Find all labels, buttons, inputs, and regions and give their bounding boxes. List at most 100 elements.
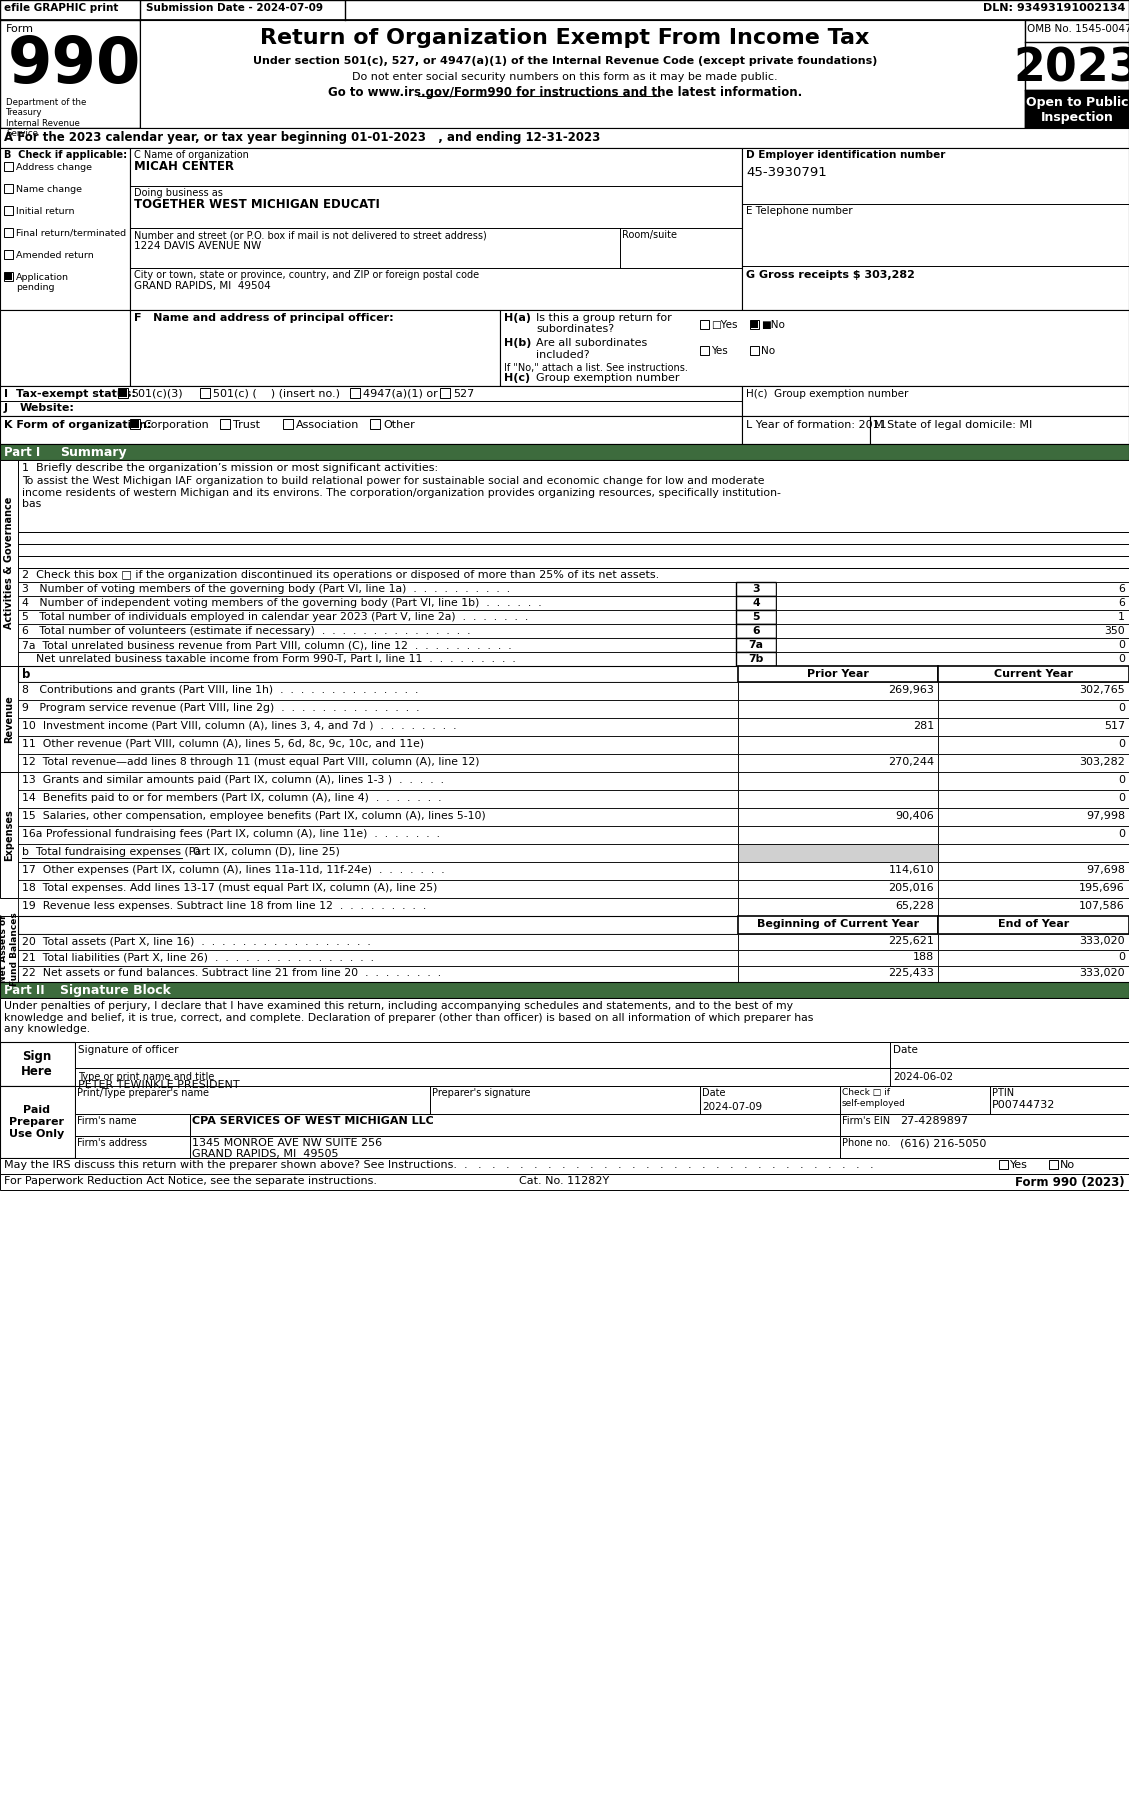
Text: Net unrelated business taxable income from Form 990-T, Part I, line 11  .  .  . : Net unrelated business taxable income fr… — [21, 654, 516, 663]
Text: 333,020: 333,020 — [1079, 968, 1124, 978]
Text: 3   Number of voting members of the governing body (Part VI, line 1a)  .  .  .  : 3 Number of voting members of the govern… — [21, 584, 510, 595]
Bar — [870, 416, 1129, 443]
Bar — [738, 735, 938, 753]
Text: 0: 0 — [1118, 640, 1124, 651]
Text: Signature Block: Signature Block — [60, 984, 170, 997]
Text: .: . — [814, 1160, 817, 1169]
Text: 302,765: 302,765 — [1079, 685, 1124, 696]
Text: 13  Grants and similar amounts paid (Part IX, column (A), lines 1-3 )  .  .  .  : 13 Grants and similar amounts paid (Part… — [21, 775, 444, 786]
Bar — [840, 1114, 1129, 1135]
Text: Submission Date - 2024-07-09: Submission Date - 2024-07-09 — [146, 4, 323, 13]
Text: GRAND RAPIDS, MI  49505: GRAND RAPIDS, MI 49505 — [192, 1150, 339, 1159]
Text: P00744732: P00744732 — [992, 1099, 1056, 1110]
Bar — [840, 1135, 1129, 1159]
Text: Under section 501(c), 527, or 4947(a)(1) of the Internal Revenue Code (except pr: Under section 501(c), 527, or 4947(a)(1)… — [253, 56, 877, 67]
Text: 0: 0 — [1118, 951, 1124, 962]
Bar — [0, 20, 1129, 128]
Text: 269,963: 269,963 — [889, 685, 934, 696]
Text: 10  Investment income (Part VIII, column (A), lines 3, 4, and 7d )  .  .  .  .  : 10 Investment income (Part VIII, column … — [21, 721, 456, 732]
Bar — [738, 681, 938, 699]
Bar — [18, 933, 738, 950]
Text: .: . — [534, 1160, 537, 1169]
Bar — [18, 861, 738, 879]
Text: PTIN: PTIN — [992, 1088, 1014, 1097]
Text: 990: 990 — [8, 34, 141, 96]
Text: .: . — [856, 1160, 859, 1169]
Bar — [736, 652, 776, 667]
Text: Revenue: Revenue — [5, 696, 14, 742]
Text: .: . — [520, 1160, 524, 1169]
Bar — [18, 735, 738, 753]
Text: 188: 188 — [912, 951, 934, 962]
Text: .: . — [730, 1160, 734, 1169]
Text: .: . — [562, 1160, 566, 1169]
Text: 97,998: 97,998 — [1086, 811, 1124, 822]
Text: 21  Total liabilities (Part X, line 26)  .  .  .  .  .  .  .  .  .  .  .  .  .  : 21 Total liabilities (Part X, line 26) .… — [21, 951, 374, 962]
Text: 20  Total assets (Part X, line 16)  .  .  .  .  .  .  .  .  .  .  .  .  .  .  . : 20 Total assets (Part X, line 16) . . . … — [21, 935, 370, 946]
Text: 350: 350 — [1104, 625, 1124, 636]
Text: 6: 6 — [1118, 584, 1124, 595]
Bar — [938, 897, 1129, 915]
Bar — [18, 460, 1129, 532]
Bar — [938, 753, 1129, 771]
Text: Part II: Part II — [5, 984, 45, 997]
Text: .: . — [870, 1160, 874, 1169]
Text: .: . — [604, 1160, 607, 1169]
Text: OMB No. 1545-0047: OMB No. 1545-0047 — [1027, 23, 1129, 34]
Bar — [220, 420, 230, 429]
Bar — [700, 321, 709, 330]
Text: Summary: Summary — [60, 447, 126, 460]
Bar — [938, 735, 1129, 753]
Text: 6: 6 — [1118, 598, 1124, 607]
Bar — [738, 933, 938, 950]
Text: Form 990 (2023): Form 990 (2023) — [1015, 1177, 1124, 1189]
Bar — [18, 623, 736, 638]
Text: 225,433: 225,433 — [889, 968, 934, 978]
Text: L Year of formation: 2011: L Year of formation: 2011 — [746, 420, 886, 431]
Bar — [18, 596, 736, 611]
Bar — [938, 915, 1129, 933]
Text: 3: 3 — [752, 584, 760, 595]
Text: 0: 0 — [1118, 703, 1124, 714]
Bar — [0, 443, 1129, 460]
Text: CPA SERVICES OF WEST MICHIGAN LLC: CPA SERVICES OF WEST MICHIGAN LLC — [192, 1115, 434, 1126]
Bar — [5, 162, 14, 171]
Text: Firm's EIN: Firm's EIN — [842, 1115, 890, 1126]
Text: Activities & Governance: Activities & Governance — [5, 497, 14, 629]
Text: 16a Professional fundraising fees (Part IX, column (A), line 11e)  .  .  .  .  .: 16a Professional fundraising fees (Part … — [21, 829, 440, 840]
Bar — [738, 771, 938, 789]
Bar — [18, 807, 738, 825]
Text: Expenses: Expenses — [5, 809, 14, 861]
Text: 270,244: 270,244 — [887, 757, 934, 768]
Text: .: . — [744, 1160, 747, 1169]
Bar — [370, 420, 380, 429]
Text: D Employer identification number: D Employer identification number — [746, 150, 945, 160]
Text: 12  Total revenue—add lines 8 through 11 (must equal Part VIII, column (A), line: 12 Total revenue—add lines 8 through 11 … — [21, 757, 480, 768]
Bar — [18, 966, 738, 982]
Text: J: J — [5, 404, 8, 413]
Bar — [119, 387, 128, 398]
Bar — [738, 789, 938, 807]
Bar — [736, 582, 776, 596]
Bar — [738, 825, 938, 843]
Bar — [938, 966, 1129, 982]
Text: H(c): H(c) — [504, 373, 531, 384]
Bar — [75, 1135, 190, 1159]
Bar — [18, 915, 738, 933]
Text: .: . — [548, 1160, 552, 1169]
Bar — [18, 532, 1129, 568]
Bar — [938, 950, 1129, 966]
Text: No: No — [761, 346, 776, 357]
Text: 14  Benefits paid to or for members (Part IX, column (A), line 4)  .  .  .  .  .: 14 Benefits paid to or for members (Part… — [21, 793, 441, 804]
Text: .: . — [716, 1160, 719, 1169]
Text: End of Year: End of Year — [998, 919, 1069, 930]
Bar — [742, 148, 1129, 310]
Text: 0: 0 — [1118, 793, 1124, 804]
Bar — [938, 771, 1129, 789]
Bar — [736, 611, 776, 623]
Bar — [75, 1087, 430, 1114]
Bar — [0, 0, 1129, 20]
Text: 15  Salaries, other compensation, employee benefits (Part IX, column (A), lines : 15 Salaries, other compensation, employe… — [21, 811, 485, 822]
Text: .: . — [702, 1160, 706, 1169]
Text: .: . — [842, 1160, 846, 1169]
